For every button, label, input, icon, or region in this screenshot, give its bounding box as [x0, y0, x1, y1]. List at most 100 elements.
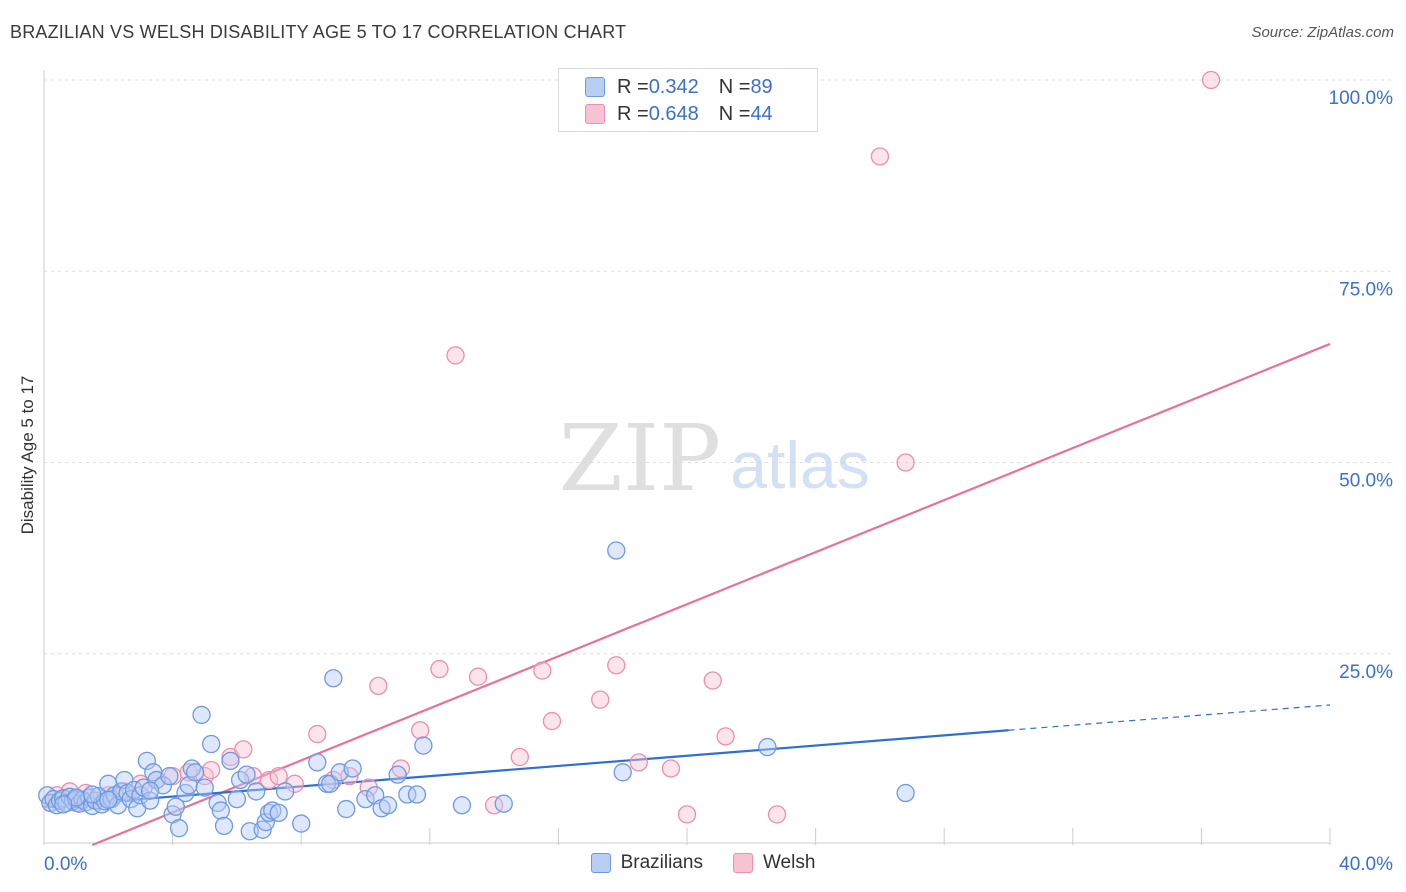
welsh-point: [1201, 70, 1221, 90]
brazilian-point: [378, 796, 398, 815]
brazilian-point: [54, 795, 73, 814]
legend-label-brazilians: Brazilians: [620, 852, 703, 873]
legend-n-value: 89: [750, 75, 773, 98]
welsh-point: [234, 740, 253, 759]
welsh-point: [677, 805, 697, 824]
brazilian-point: [343, 759, 362, 778]
brazilian-point: [613, 763, 632, 782]
welsh-point: [661, 759, 681, 778]
trend-layer: [43, 342, 1331, 847]
legend-row-brazilians: R = 0.342 N = 89: [585, 74, 773, 100]
brazilian-trend-extension: [1008, 704, 1331, 731]
grid-layer: [43, 70, 1395, 845]
legend-label-welsh: Welsh: [762, 852, 816, 873]
legend-swatch-pink: [585, 104, 605, 124]
welsh-point: [896, 453, 915, 472]
brazilian-point: [195, 778, 214, 797]
source-label: Source: ZipAtlas.com: [1251, 24, 1394, 41]
x-tick-label: 0.0%: [44, 854, 87, 875]
legend-n-label: N =: [718, 102, 751, 125]
welsh-point: [542, 711, 562, 731]
brazilian-point: [214, 816, 234, 836]
welsh-point: [607, 656, 626, 675]
welsh-point: [202, 760, 221, 780]
welsh-point: [629, 753, 648, 772]
brazilian-point: [166, 797, 185, 816]
welsh-point: [285, 774, 304, 793]
welsh-trend-line: [91, 342, 1331, 847]
brazilian-point: [494, 794, 513, 813]
welsh-point: [308, 724, 327, 744]
brazilian-point: [169, 819, 189, 838]
legend-r-value: 0.648: [648, 102, 699, 125]
brazilian-point: [140, 781, 160, 800]
welsh-point: [591, 690, 610, 709]
chart-title: BRAZILIAN VS WELSH DISABILITY AGE 5 TO 1…: [10, 22, 627, 42]
brazilian-point: [896, 783, 915, 803]
legend-swatch-blue: [590, 853, 611, 873]
brazilian-point: [407, 785, 427, 804]
axis-labels: 25.0% 50.0% 75.0% 100.0% 0.0% 40.0%: [44, 88, 1393, 875]
y-tick-label: 100.0%: [1329, 88, 1394, 109]
brazilian-point: [99, 790, 118, 810]
brazilian-point: [758, 737, 777, 757]
welsh-point: [269, 767, 288, 786]
welsh-point: [430, 659, 449, 679]
brazilian-point: [308, 753, 327, 772]
brazilian-point: [211, 801, 230, 820]
legend-n-label: N =: [718, 75, 751, 98]
legend-r-label: R =: [617, 75, 649, 98]
welsh-point: [870, 147, 890, 166]
brazilian-point: [160, 767, 179, 786]
brazilian-point: [259, 803, 279, 823]
brazilian-point: [607, 541, 626, 560]
brazilian-points: [38, 541, 915, 841]
y-tick-label: 75.0%: [1339, 279, 1393, 300]
brazilian-point: [452, 796, 472, 815]
legend-item-welsh[interactable]: Welsh: [732, 852, 816, 874]
welsh-point: [468, 667, 488, 686]
brazilian-point: [192, 705, 211, 725]
welsh-point: [369, 676, 388, 696]
brazilian-point: [221, 751, 240, 770]
brazilian-point: [324, 669, 343, 688]
welsh-point: [533, 661, 552, 680]
brazilian-point: [237, 765, 256, 784]
brazilian-point: [140, 791, 160, 810]
legend-row-welsh: R = 0.648 N = 44: [585, 101, 773, 127]
welsh-point: [446, 346, 465, 365]
series-legend: Brazilians Welsh: [0, 852, 1406, 874]
brazilian-point: [227, 789, 247, 809]
watermark-zip: ZIP: [559, 405, 721, 512]
brazilian-point: [414, 736, 433, 755]
y-axis-label: Disability Age 5 to 17: [18, 375, 37, 535]
legend-item-brazilians[interactable]: Brazilians: [590, 852, 703, 874]
brazilian-point: [356, 789, 375, 809]
y-tick-label: 25.0%: [1339, 662, 1393, 683]
brazilian-trend-line: [43, 729, 1009, 808]
x-tick-label: 40.0%: [1339, 854, 1393, 875]
welsh-point: [411, 721, 430, 740]
brazilian-point: [185, 763, 205, 782]
y-tick-label: 50.0%: [1339, 471, 1393, 492]
legend-n-value: 44: [750, 102, 773, 125]
welsh-point: [767, 805, 787, 824]
welsh-point: [259, 770, 279, 790]
legend-swatch-blue: [585, 77, 605, 97]
brazilian-point: [388, 765, 407, 784]
brazilian-point: [269, 803, 288, 823]
brazilian-point: [292, 814, 311, 833]
legend-r-label: R =: [617, 102, 649, 125]
brazilian-point: [275, 782, 295, 801]
brazilian-point: [337, 799, 356, 819]
legend-swatch-pink: [732, 853, 753, 873]
brazilian-point: [137, 751, 157, 770]
welsh-point: [716, 727, 735, 746]
brazilian-point: [247, 782, 266, 801]
brazilian-point: [398, 785, 417, 804]
welsh-point: [703, 671, 722, 690]
welsh-point: [510, 747, 529, 767]
correlation-legend: R = 0.342 N = 89 R = 0.648 N = 44: [558, 68, 818, 132]
watermark-atlas: atlas: [730, 428, 869, 502]
